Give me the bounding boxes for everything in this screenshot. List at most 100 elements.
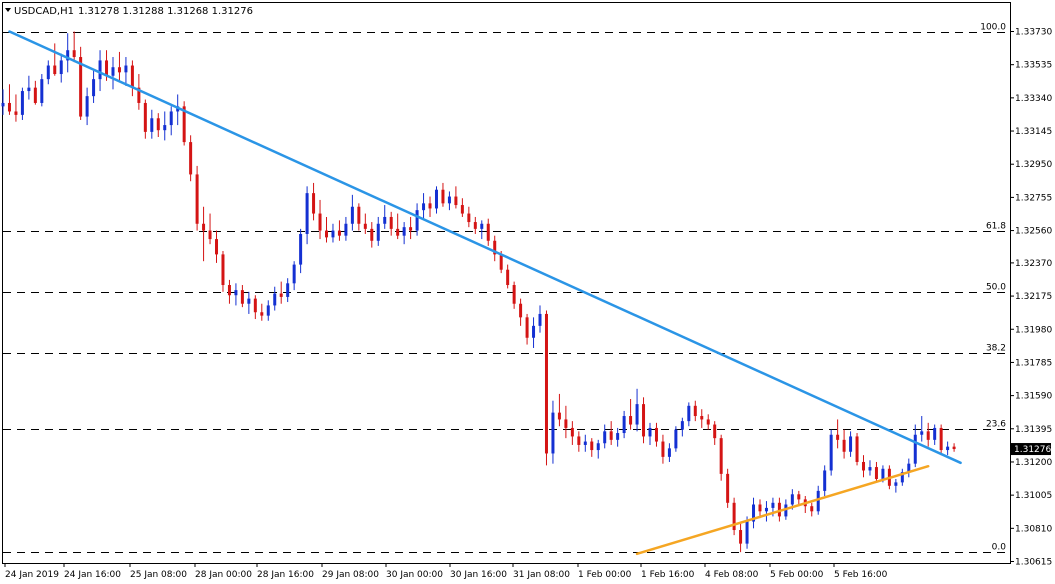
candle-body bbox=[713, 424, 717, 439]
candle-bull bbox=[27, 75, 31, 100]
candle-body bbox=[14, 111, 18, 115]
candle-body bbox=[577, 436, 581, 445]
candle-body bbox=[66, 50, 70, 61]
price-tick-label: 1.32560 bbox=[1015, 227, 1052, 237]
price-tick-label: 1.30615 bbox=[1015, 558, 1052, 568]
price-tick-label: 1.33730 bbox=[1015, 28, 1052, 38]
candle-body bbox=[215, 239, 219, 255]
candle-bull bbox=[667, 443, 671, 462]
candle-bull bbox=[823, 465, 827, 496]
candle-bull bbox=[46, 60, 50, 85]
candle-body bbox=[570, 427, 574, 437]
candle-bear bbox=[14, 94, 18, 122]
price-tick-label: 1.32950 bbox=[1015, 160, 1052, 170]
candle-bull bbox=[752, 497, 756, 529]
time-axis[interactable]: 24 Jan 2019 24 Jan 16:00 25 Jan 08:00 28 Ja… bbox=[4, 563, 888, 580]
candle-body bbox=[299, 233, 303, 265]
fib-level-label: 100.0 bbox=[980, 23, 1006, 33]
candle-bear bbox=[777, 497, 781, 522]
candle-body bbox=[467, 213, 471, 223]
time-tick-label: 4 Feb 08:00 bbox=[705, 570, 759, 580]
time-tick-label: 28 Jan 00:00 bbox=[195, 570, 252, 580]
candle-body bbox=[370, 228, 374, 241]
candle-bear bbox=[661, 434, 665, 464]
candle-body bbox=[59, 60, 63, 75]
candle-body bbox=[1, 102, 5, 107]
candle-bull bbox=[247, 291, 251, 314]
time-tick-label: 30 Jan 16:00 bbox=[450, 570, 507, 580]
candle-body bbox=[862, 461, 866, 471]
candle-body bbox=[117, 67, 121, 73]
time-tick-label: 5 Feb 00:00 bbox=[770, 570, 824, 580]
support-trendline[interactable] bbox=[635, 464, 930, 556]
candle-bull bbox=[415, 203, 419, 236]
candle-bull bbox=[66, 33, 70, 73]
candle-bull bbox=[849, 431, 853, 457]
candle-bear bbox=[713, 421, 717, 445]
price-axis[interactable]: 1.33730 1.33535 1.33340 1.33145 1.32950 1.327… bbox=[1010, 28, 1052, 568]
candle-body bbox=[648, 427, 652, 437]
candle-body bbox=[260, 312, 264, 316]
candle-body bbox=[499, 254, 503, 270]
candle-bull bbox=[344, 216, 348, 241]
candle-bull bbox=[907, 458, 911, 478]
candle-body bbox=[557, 412, 561, 420]
candle-body bbox=[836, 434, 840, 440]
dropdown-triangle-icon[interactable] bbox=[5, 8, 11, 12]
candle-body bbox=[493, 240, 497, 255]
candle-bull bbox=[266, 300, 270, 321]
candle-bear bbox=[862, 455, 866, 478]
candle-body bbox=[312, 193, 316, 214]
candle-body bbox=[163, 125, 167, 131]
candle-body bbox=[396, 228, 400, 236]
candle-body bbox=[363, 223, 367, 229]
candle-body bbox=[46, 65, 50, 80]
candle-body bbox=[939, 427, 943, 451]
candle-bear bbox=[279, 281, 283, 304]
candle-body bbox=[292, 264, 296, 284]
candle-bear bbox=[357, 203, 361, 231]
candle-bear bbox=[72, 31, 76, 63]
candle-body bbox=[654, 427, 658, 442]
resistance-trendline[interactable] bbox=[8, 30, 962, 465]
candle-body bbox=[900, 472, 904, 483]
candle-body bbox=[849, 436, 853, 452]
candle-body bbox=[777, 502, 781, 517]
candle-bear bbox=[693, 400, 697, 422]
candle-bull bbox=[674, 426, 678, 452]
candle-body bbox=[926, 431, 930, 440]
candle-body bbox=[810, 506, 814, 512]
candle-bear bbox=[525, 313, 529, 345]
candle-bull bbox=[946, 441, 950, 456]
candle-body bbox=[868, 467, 872, 471]
candle-bear bbox=[486, 218, 490, 246]
candle-body bbox=[590, 441, 594, 451]
candle-bear bbox=[312, 182, 316, 221]
candle-bear bbox=[189, 135, 193, 182]
candle-body bbox=[441, 189, 445, 204]
candle-body bbox=[156, 118, 160, 131]
candle-bull bbox=[383, 205, 387, 229]
candle-body bbox=[344, 223, 348, 236]
candle-bear bbox=[53, 43, 57, 76]
candle-bear bbox=[454, 186, 458, 209]
current-price-marker bbox=[1011, 443, 1051, 456]
candle-body bbox=[182, 106, 186, 143]
candle-bear bbox=[473, 216, 477, 234]
candle-body bbox=[111, 67, 115, 76]
candle-bear bbox=[506, 264, 510, 289]
time-tick-label: 29 Jan 08:00 bbox=[322, 570, 379, 580]
candle-body bbox=[33, 87, 37, 103]
candle-bull bbox=[422, 193, 426, 219]
candle-body bbox=[739, 530, 743, 544]
candle-bear bbox=[836, 419, 840, 449]
candle-body bbox=[409, 227, 413, 231]
candle-bear bbox=[396, 213, 400, 240]
candle-bear bbox=[215, 230, 219, 263]
candle-bull bbox=[538, 305, 542, 333]
current-price-label: 1.31276 bbox=[1014, 445, 1051, 455]
candle-bear bbox=[156, 113, 160, 137]
candle-bear bbox=[797, 490, 801, 507]
candle-body bbox=[202, 223, 206, 231]
